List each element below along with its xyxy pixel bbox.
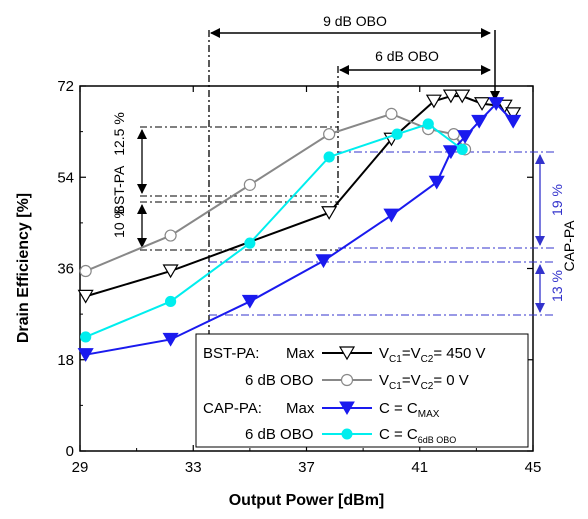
data-point [77,289,94,304]
data-point [473,97,491,111]
data-point [244,237,256,249]
data-point [488,97,505,111]
data-point [456,143,468,155]
data-point [442,145,459,160]
y-tick-label: 18 [57,352,74,369]
data-point [383,208,400,223]
data-point [428,175,445,190]
legend-cond-bst-max: VC1=VC2= 450 V [379,345,486,365]
legend-cond-cap-max: C = CMAX [379,400,440,420]
data-point [391,128,403,140]
legend-marker-bst-obo [340,373,354,387]
annotation-guides [137,28,556,388]
x-tick-label: 45 [525,459,542,476]
x-tick-label: 29 [72,459,89,476]
y-tick-label: 54 [57,169,74,186]
axes: 0 18 36 54 72 29 33 37 41 45 Output Power [dBm] Dra… [15,78,541,509]
x-tick-label: 37 [298,459,315,476]
x-tick-label: 41 [411,459,428,476]
data-point [447,128,460,141]
data-point [442,89,459,104]
data-point [80,331,92,343]
series-layer [77,89,522,362]
legend-cond-cap-obo: C = C6dB OBO [379,426,456,445]
data-point [315,254,332,269]
annotation-bst-label: BST-PA [111,165,127,214]
data-point [454,89,471,104]
data-point [496,99,513,114]
data-point [243,178,256,191]
annotation-9db-obo: 9 dB OBO [323,13,387,29]
data-point [165,295,177,308]
data-point [505,107,522,122]
legend-marker-cap-max [339,401,355,415]
data-point [457,130,474,144]
data-point [425,94,442,109]
data-point [77,348,94,362]
series-line-2 [85,102,514,356]
data-point [164,229,177,242]
data-point [321,206,338,220]
legend-cond-bst-obo: VC1=VC2= 0 V [379,372,469,392]
legend-prefix-bst: BST-PA: [203,345,259,362]
y-tick-label: 36 [57,261,74,278]
legend-marker-bst-max [338,346,356,361]
data-point [422,118,434,130]
data-point [471,114,488,129]
y-tick-label: 72 [57,78,74,95]
annotation-bst-10: 10 % [111,206,127,238]
legend-mode-bst-obo: 6 dB OBO [245,372,313,389]
legend-prefix-cap: CAP-PA: [203,400,262,417]
annotations: 9 dB OBO 6 dB OBO BST-PA 12.5 % 10 % CAP… [111,13,577,302]
legend-mode-cap-max: Max [286,400,315,417]
legend-marker-cap-obo [341,428,353,440]
y-axis-title: Drain Efficiency [%] [15,193,32,343]
legend: BST-PA: Max VC1=VC2= 450 V 6 dB OBO VC1=… [195,333,529,448]
annotation-cap-13: 13 % [549,270,565,302]
x-tick-label: 33 [185,459,202,476]
y-tick-label: 0 [66,443,74,460]
data-point [505,114,522,129]
x-axis-title: Output Power [dBm] [229,492,385,509]
series-line-0 [85,95,514,298]
data-point [162,332,179,347]
legend-mode-cap-obo: 6 dB OBO [245,426,313,443]
annotation-cap-label: CAP-PA [561,220,577,272]
data-point [323,151,335,163]
annotation-bst-12p5: 12.5 % [111,112,127,156]
data-point [241,294,258,309]
data-point [162,264,179,279]
annotation-cap-19: 19 % [549,184,565,216]
annotation-6db-obo: 6 dB OBO [375,48,439,64]
data-point [323,128,336,141]
data-point [79,264,92,278]
data-point [385,107,398,120]
legend-mode-bst-max: Max [286,345,315,362]
